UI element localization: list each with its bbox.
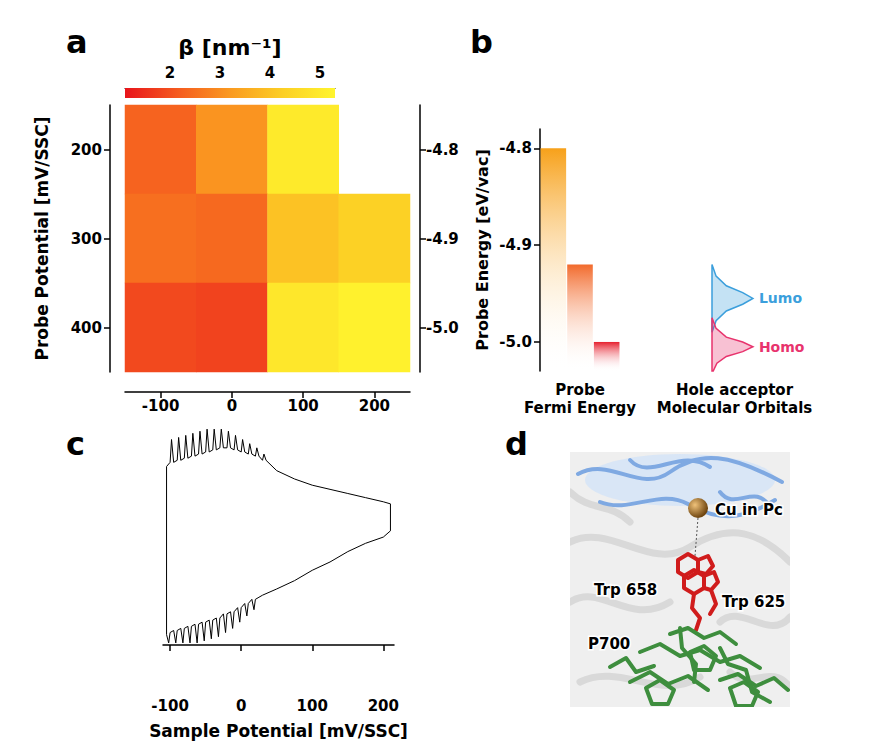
svg-text:Molecular Orbitals: Molecular Orbitals [657,399,812,417]
svg-text:P700: P700 [588,635,630,653]
svg-text:2: 2 [165,64,175,82]
svg-text:300: 300 [71,230,102,248]
svg-text:a: a [66,23,88,61]
svg-text:Fermi Energy: Fermi Energy [524,399,636,417]
svg-text:100: 100 [297,697,328,715]
svg-text:d: d [505,425,528,463]
svg-text:β [nm⁻¹]: β [nm⁻¹] [178,35,281,60]
svg-text:100: 100 [287,397,318,415]
svg-text:Lumo: Lumo [759,290,802,306]
svg-text:200: 200 [368,697,399,715]
svg-text:200: 200 [359,397,390,415]
svg-text:b: b [470,23,493,61]
svg-text:Sample Potential [mV/SSC]: Sample Potential [mV/SSC] [149,721,408,741]
svg-text:Probe Energy [eV/vac]: Probe Energy [eV/vac] [473,149,492,350]
svg-text:0: 0 [227,397,237,415]
svg-text:4: 4 [265,64,275,82]
svg-text:200: 200 [71,141,102,159]
svg-text:Probe: Probe [555,381,605,399]
svg-text:0: 0 [236,697,246,715]
svg-text:Trp 658: Trp 658 [594,581,657,599]
svg-text:3: 3 [215,64,225,82]
svg-text:-100: -100 [151,697,189,715]
svg-text:Probe Potential [mV/SSC]: Probe Potential [mV/SSC] [32,116,52,360]
svg-text:c: c [66,425,85,463]
svg-text:-4.9: -4.9 [499,236,532,254]
svg-text:Homo: Homo [759,339,805,355]
svg-text:Hole acceptor: Hole acceptor [676,381,794,399]
svg-text:-4.8: -4.8 [499,139,532,157]
svg-text:Trp 625: Trp 625 [722,593,785,611]
svg-text:-4.9: -4.9 [426,230,459,248]
svg-text:5: 5 [315,64,325,82]
svg-text:-5.0: -5.0 [426,319,459,337]
svg-text:-4.8: -4.8 [426,141,459,159]
svg-text:-100: -100 [142,397,180,415]
svg-text:-5.0: -5.0 [499,333,532,351]
svg-text:400: 400 [71,319,102,337]
svg-text:Cu in Pc: Cu in Pc [715,501,783,519]
